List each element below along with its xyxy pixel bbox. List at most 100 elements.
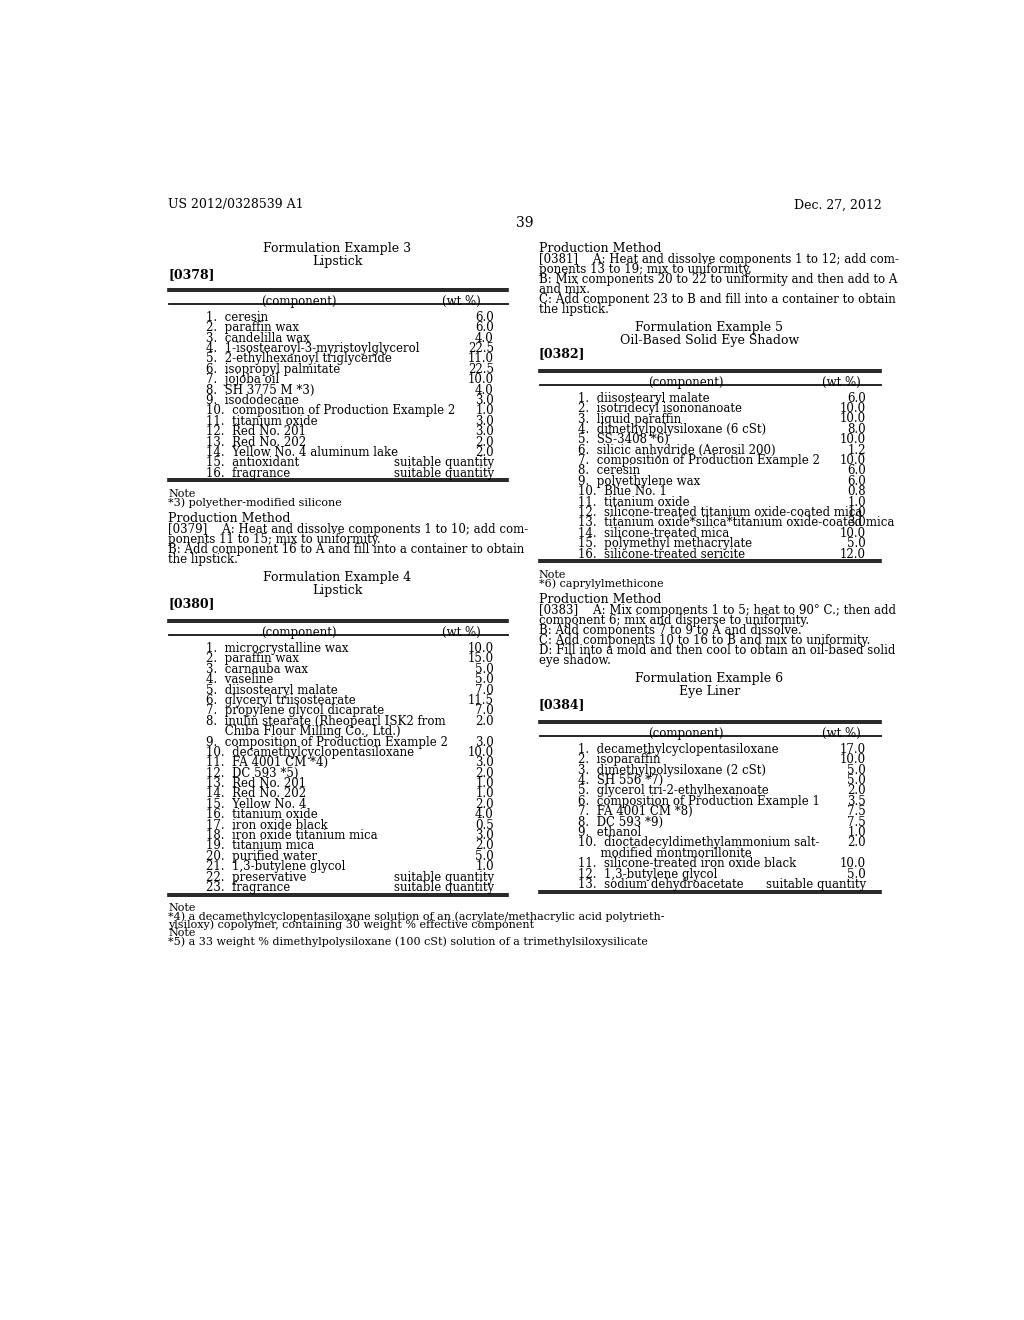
Text: 3.0: 3.0: [847, 516, 866, 529]
Text: 4.  vaseline: 4. vaseline: [206, 673, 272, 686]
Text: 7.  FA 4001 CM *8): 7. FA 4001 CM *8): [578, 805, 692, 818]
Text: Note: Note: [168, 928, 196, 939]
Text: [0378]: [0378]: [168, 268, 215, 281]
Text: [0382]: [0382]: [539, 347, 586, 360]
Text: 15.  antioxidant: 15. antioxidant: [206, 457, 299, 470]
Text: 12.0: 12.0: [840, 548, 866, 561]
Text: Note: Note: [168, 488, 196, 499]
Text: 19.  titanium mica: 19. titanium mica: [206, 840, 313, 853]
Text: 22.5: 22.5: [468, 342, 494, 355]
Text: 10.  composition of Production Example 2: 10. composition of Production Example 2: [206, 404, 455, 417]
Text: 6.0: 6.0: [847, 392, 866, 405]
Text: 11.  FA 4001 CM *4): 11. FA 4001 CM *4): [206, 756, 328, 770]
Text: Oil-Based Solid Eye Shadow: Oil-Based Solid Eye Shadow: [620, 334, 799, 347]
Text: 3.  liquid paraffin: 3. liquid paraffin: [578, 412, 681, 425]
Text: 1.  diisostearyl malate: 1. diisostearyl malate: [578, 392, 710, 405]
Text: 10.0: 10.0: [468, 374, 494, 387]
Text: *5) a 33 weight % dimethylpolysiloxane (100 cSt) solution of a trimethylsiloxysi: *5) a 33 weight % dimethylpolysiloxane (…: [168, 937, 648, 948]
Text: 9.  polyethylene wax: 9. polyethylene wax: [578, 475, 699, 488]
Text: 11.  titanium oxide: 11. titanium oxide: [578, 496, 689, 508]
Text: Formulation Example 6: Formulation Example 6: [635, 672, 783, 685]
Text: suitable quantity: suitable quantity: [393, 467, 494, 479]
Text: 2.  isotridecyl isononanoate: 2. isotridecyl isononanoate: [578, 403, 741, 414]
Text: 4.0: 4.0: [475, 808, 494, 821]
Text: (wt %): (wt %): [821, 376, 860, 388]
Text: 0.5: 0.5: [475, 818, 494, 832]
Text: 21.  1,3-butylene glycol: 21. 1,3-butylene glycol: [206, 861, 345, 874]
Text: component 6; mix and disperse to uniformity.: component 6; mix and disperse to uniform…: [539, 614, 809, 627]
Text: Lipstick: Lipstick: [312, 585, 362, 597]
Text: 6.0: 6.0: [475, 321, 494, 334]
Text: suitable quantity: suitable quantity: [393, 871, 494, 883]
Text: 12.  DC 593 *5): 12. DC 593 *5): [206, 767, 298, 780]
Text: [0384]: [0384]: [539, 698, 586, 711]
Text: (component): (component): [648, 726, 724, 739]
Text: 14.  Red No. 202: 14. Red No. 202: [206, 788, 305, 800]
Text: 6.  isopropyl palmitate: 6. isopropyl palmitate: [206, 363, 340, 376]
Text: 4.  dimethylpolysiloxane (6 cSt): 4. dimethylpolysiloxane (6 cSt): [578, 422, 766, 436]
Text: 4.  SH 556 *7): 4. SH 556 *7): [578, 774, 663, 787]
Text: 16.  silicone-treated sericite: 16. silicone-treated sericite: [578, 548, 744, 561]
Text: 10.0: 10.0: [840, 754, 866, 766]
Text: 22.5: 22.5: [468, 363, 494, 376]
Text: 3.  carnauba wax: 3. carnauba wax: [206, 663, 307, 676]
Text: 10.0: 10.0: [840, 454, 866, 467]
Text: 11.  silicone-treated iron oxide black: 11. silicone-treated iron oxide black: [578, 857, 796, 870]
Text: 2.  isoparaffin: 2. isoparaffin: [578, 754, 660, 766]
Text: B: Mix components 20 to 22 to uniformity and then add to A: B: Mix components 20 to 22 to uniformity…: [539, 273, 897, 286]
Text: 5.0: 5.0: [475, 850, 494, 863]
Text: 9.  ethanol: 9. ethanol: [578, 826, 641, 840]
Text: 3.0: 3.0: [475, 414, 494, 428]
Text: 11.0: 11.0: [468, 352, 494, 366]
Text: Eye Liner: Eye Liner: [679, 685, 740, 698]
Text: 1.0: 1.0: [475, 861, 494, 874]
Text: (component): (component): [648, 376, 724, 388]
Text: 2.0: 2.0: [475, 714, 494, 727]
Text: 4.0: 4.0: [475, 384, 494, 396]
Text: 39: 39: [516, 216, 534, 230]
Text: suitable quantity: suitable quantity: [393, 457, 494, 470]
Text: the lipstick.: the lipstick.: [539, 304, 608, 317]
Text: 15.0: 15.0: [468, 652, 494, 665]
Text: 1.0: 1.0: [475, 777, 494, 791]
Text: (wt %): (wt %): [821, 726, 860, 739]
Text: 10.0: 10.0: [840, 527, 866, 540]
Text: 5.0: 5.0: [847, 763, 866, 776]
Text: 12.  silicone-treated titanium oxide-coated mica: 12. silicone-treated titanium oxide-coat…: [578, 506, 862, 519]
Text: 3.0: 3.0: [475, 756, 494, 770]
Text: 16.  fragrance: 16. fragrance: [206, 467, 290, 479]
Text: 8.  ceresin: 8. ceresin: [578, 465, 640, 478]
Text: Production Method: Production Method: [539, 593, 662, 606]
Text: 1.  decamethylcyclopentasiloxane: 1. decamethylcyclopentasiloxane: [578, 743, 778, 756]
Text: *6) caprylylmethicone: *6) caprylylmethicone: [539, 578, 664, 589]
Text: 1.0: 1.0: [847, 826, 866, 840]
Text: 1.  microcrystalline wax: 1. microcrystalline wax: [206, 642, 348, 655]
Text: 5.0: 5.0: [475, 663, 494, 676]
Text: 10.0: 10.0: [468, 642, 494, 655]
Text: D: Fill into a mold and then cool to obtain an oil-based solid: D: Fill into a mold and then cool to obt…: [539, 644, 895, 657]
Text: 6.0: 6.0: [847, 465, 866, 478]
Text: 10.0: 10.0: [840, 857, 866, 870]
Text: (component): (component): [261, 626, 336, 639]
Text: 7.  composition of Production Example 2: 7. composition of Production Example 2: [578, 454, 819, 467]
Text: 3.5: 3.5: [847, 795, 866, 808]
Text: Production Method: Production Method: [168, 512, 291, 525]
Text: 12.  Red No. 201: 12. Red No. 201: [206, 425, 305, 438]
Text: 1.  ceresin: 1. ceresin: [206, 312, 267, 323]
Text: 3.0: 3.0: [475, 735, 494, 748]
Text: 3.0: 3.0: [475, 395, 494, 407]
Text: 2.0: 2.0: [847, 837, 866, 849]
Text: 9.  isododecane: 9. isododecane: [206, 395, 298, 407]
Text: 16.  titanium oxide: 16. titanium oxide: [206, 808, 317, 821]
Text: 7.5: 7.5: [847, 816, 866, 829]
Text: 10.0: 10.0: [840, 433, 866, 446]
Text: 3.0: 3.0: [475, 829, 494, 842]
Text: 18.  iron oxide titanium mica: 18. iron oxide titanium mica: [206, 829, 377, 842]
Text: 17.  iron oxide black: 17. iron oxide black: [206, 818, 328, 832]
Text: 1.0: 1.0: [475, 788, 494, 800]
Text: 6.  composition of Production Example 1: 6. composition of Production Example 1: [578, 795, 819, 808]
Text: 20.  purified water: 20. purified water: [206, 850, 316, 863]
Text: 7.5: 7.5: [847, 805, 866, 818]
Text: (component): (component): [261, 294, 336, 308]
Text: 5.0: 5.0: [847, 774, 866, 787]
